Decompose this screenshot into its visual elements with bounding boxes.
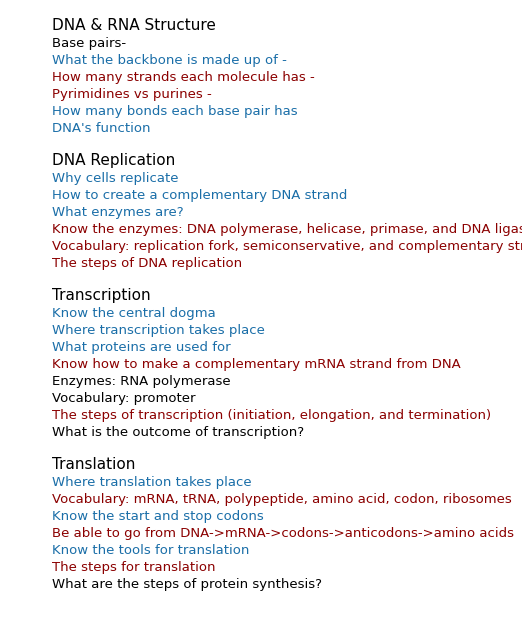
Text: Know the central dogma: Know the central dogma [52, 307, 216, 320]
Text: The steps of transcription (initiation, elongation, and termination): The steps of transcription (initiation, … [52, 409, 491, 422]
Text: Transcription: Transcription [52, 288, 151, 303]
Text: What are the steps of protein synthesis?: What are the steps of protein synthesis? [52, 578, 322, 591]
Text: Know the tools for translation: Know the tools for translation [52, 544, 250, 557]
Text: What proteins are used for: What proteins are used for [52, 341, 231, 354]
Text: Where transcription takes place: Where transcription takes place [52, 324, 265, 337]
Text: Where translation takes place: Where translation takes place [52, 476, 252, 489]
Text: DNA Replication: DNA Replication [52, 153, 175, 168]
Text: Know how to make a complementary mRNA strand from DNA: Know how to make a complementary mRNA st… [52, 358, 461, 371]
Text: Pyrimidines vs purines -: Pyrimidines vs purines - [52, 88, 212, 101]
Text: How to create a complementary DNA strand: How to create a complementary DNA strand [52, 189, 347, 202]
Text: How many strands each molecule has -: How many strands each molecule has - [52, 71, 315, 84]
Text: The steps for translation: The steps for translation [52, 561, 216, 574]
Text: What the backbone is made up of -: What the backbone is made up of - [52, 54, 287, 67]
Text: How many bonds each base pair has: How many bonds each base pair has [52, 105, 298, 118]
Text: What is the outcome of transcription?: What is the outcome of transcription? [52, 426, 304, 439]
Text: Why cells replicate: Why cells replicate [52, 172, 179, 185]
Text: Base pairs-: Base pairs- [52, 37, 126, 50]
Text: What enzymes are?: What enzymes are? [52, 206, 184, 219]
Text: DNA & RNA Structure: DNA & RNA Structure [52, 18, 216, 33]
Text: Know the enzymes: DNA polymerase, helicase, primase, and DNA ligase: Know the enzymes: DNA polymerase, helica… [52, 223, 522, 236]
Text: Translation: Translation [52, 457, 135, 472]
Text: Enzymes: RNA polymerase: Enzymes: RNA polymerase [52, 375, 231, 388]
Text: Vocabulary: promoter: Vocabulary: promoter [52, 392, 196, 405]
Text: The steps of DNA replication: The steps of DNA replication [52, 257, 242, 270]
Text: Vocabulary: mRNA, tRNA, polypeptide, amino acid, codon, ribosomes: Vocabulary: mRNA, tRNA, polypeptide, ami… [52, 493, 512, 506]
Text: Know the start and stop codons: Know the start and stop codons [52, 510, 264, 523]
Text: Vocabulary: replication fork, semiconservative, and complementary strand: Vocabulary: replication fork, semiconser… [52, 240, 522, 253]
Text: DNA's function: DNA's function [52, 122, 150, 135]
Text: Be able to go from DNA->mRNA->codons->anticodons->amino acids: Be able to go from DNA->mRNA->codons->an… [52, 527, 514, 540]
